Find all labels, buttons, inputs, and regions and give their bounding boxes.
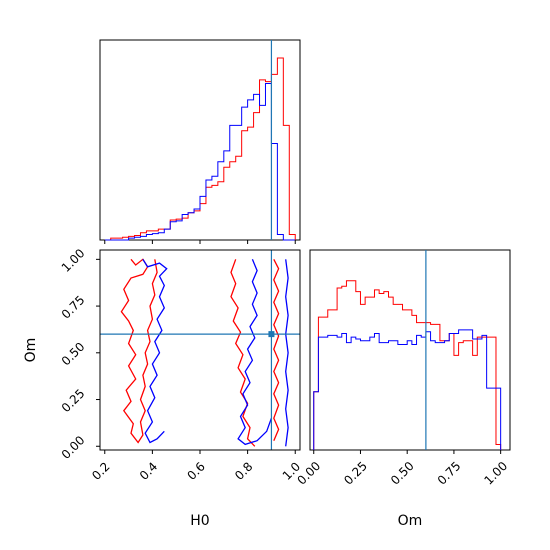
- om-x-tick-label-2: 0.25: [341, 459, 370, 488]
- contour-line-3: [273, 259, 280, 441]
- om-x-tick-label-1: 0.00: [295, 459, 324, 488]
- contour-line-4: [142, 258, 168, 444]
- om-y-tick-label-4: 0.75: [59, 293, 88, 322]
- om-histogram-series-1: [313, 280, 502, 450]
- om-histogram-series-2: [313, 329, 502, 450]
- joint-truth-marker: [268, 331, 275, 338]
- tick-labels: 0.2 0.4 0.6 0.8 1.00.000.250.500.751.000.00 0…: [59, 240, 510, 488]
- joint-contours: [120, 258, 289, 447]
- om-y-tick-label-1: 0.00: [59, 433, 88, 462]
- h0-om-joint-panel: [99, 249, 301, 451]
- om-y-tick-label-3: 0.50: [59, 340, 88, 369]
- h0-histogram-series-2: [104, 82, 296, 241]
- om-marginal-frame: [309, 249, 511, 451]
- contour-line-6: [285, 259, 289, 447]
- h0-tick-label-1: 0.2: [89, 459, 112, 482]
- om-marginal-panel: [309, 249, 511, 451]
- h0-tick-label-3: 0.6: [184, 459, 207, 482]
- om-x-tick-label-4: 0.75: [435, 459, 464, 488]
- h0-tick-label-4: 0.8: [232, 459, 255, 482]
- x-axis-label-om: Om: [398, 513, 423, 529]
- contour-line-2: [230, 259, 256, 447]
- contour-line-5: [237, 259, 273, 446]
- h0-tick-label-2: 0.4: [137, 459, 160, 482]
- h0-histogram-series-1: [104, 57, 296, 241]
- om-x-tick-label-5: 1.00: [481, 459, 510, 488]
- h0-marginal-panel: [99, 39, 301, 241]
- contour-line-1: [120, 258, 158, 444]
- om-x-tick-label-3: 0.50: [388, 459, 417, 488]
- om-y-tick-label-2: 0.25: [59, 386, 88, 415]
- x-axis-label-h0: H0: [190, 513, 209, 529]
- y-axis-label-om: Om: [23, 338, 39, 363]
- om-y-tick-label-5: 1.00: [59, 246, 88, 275]
